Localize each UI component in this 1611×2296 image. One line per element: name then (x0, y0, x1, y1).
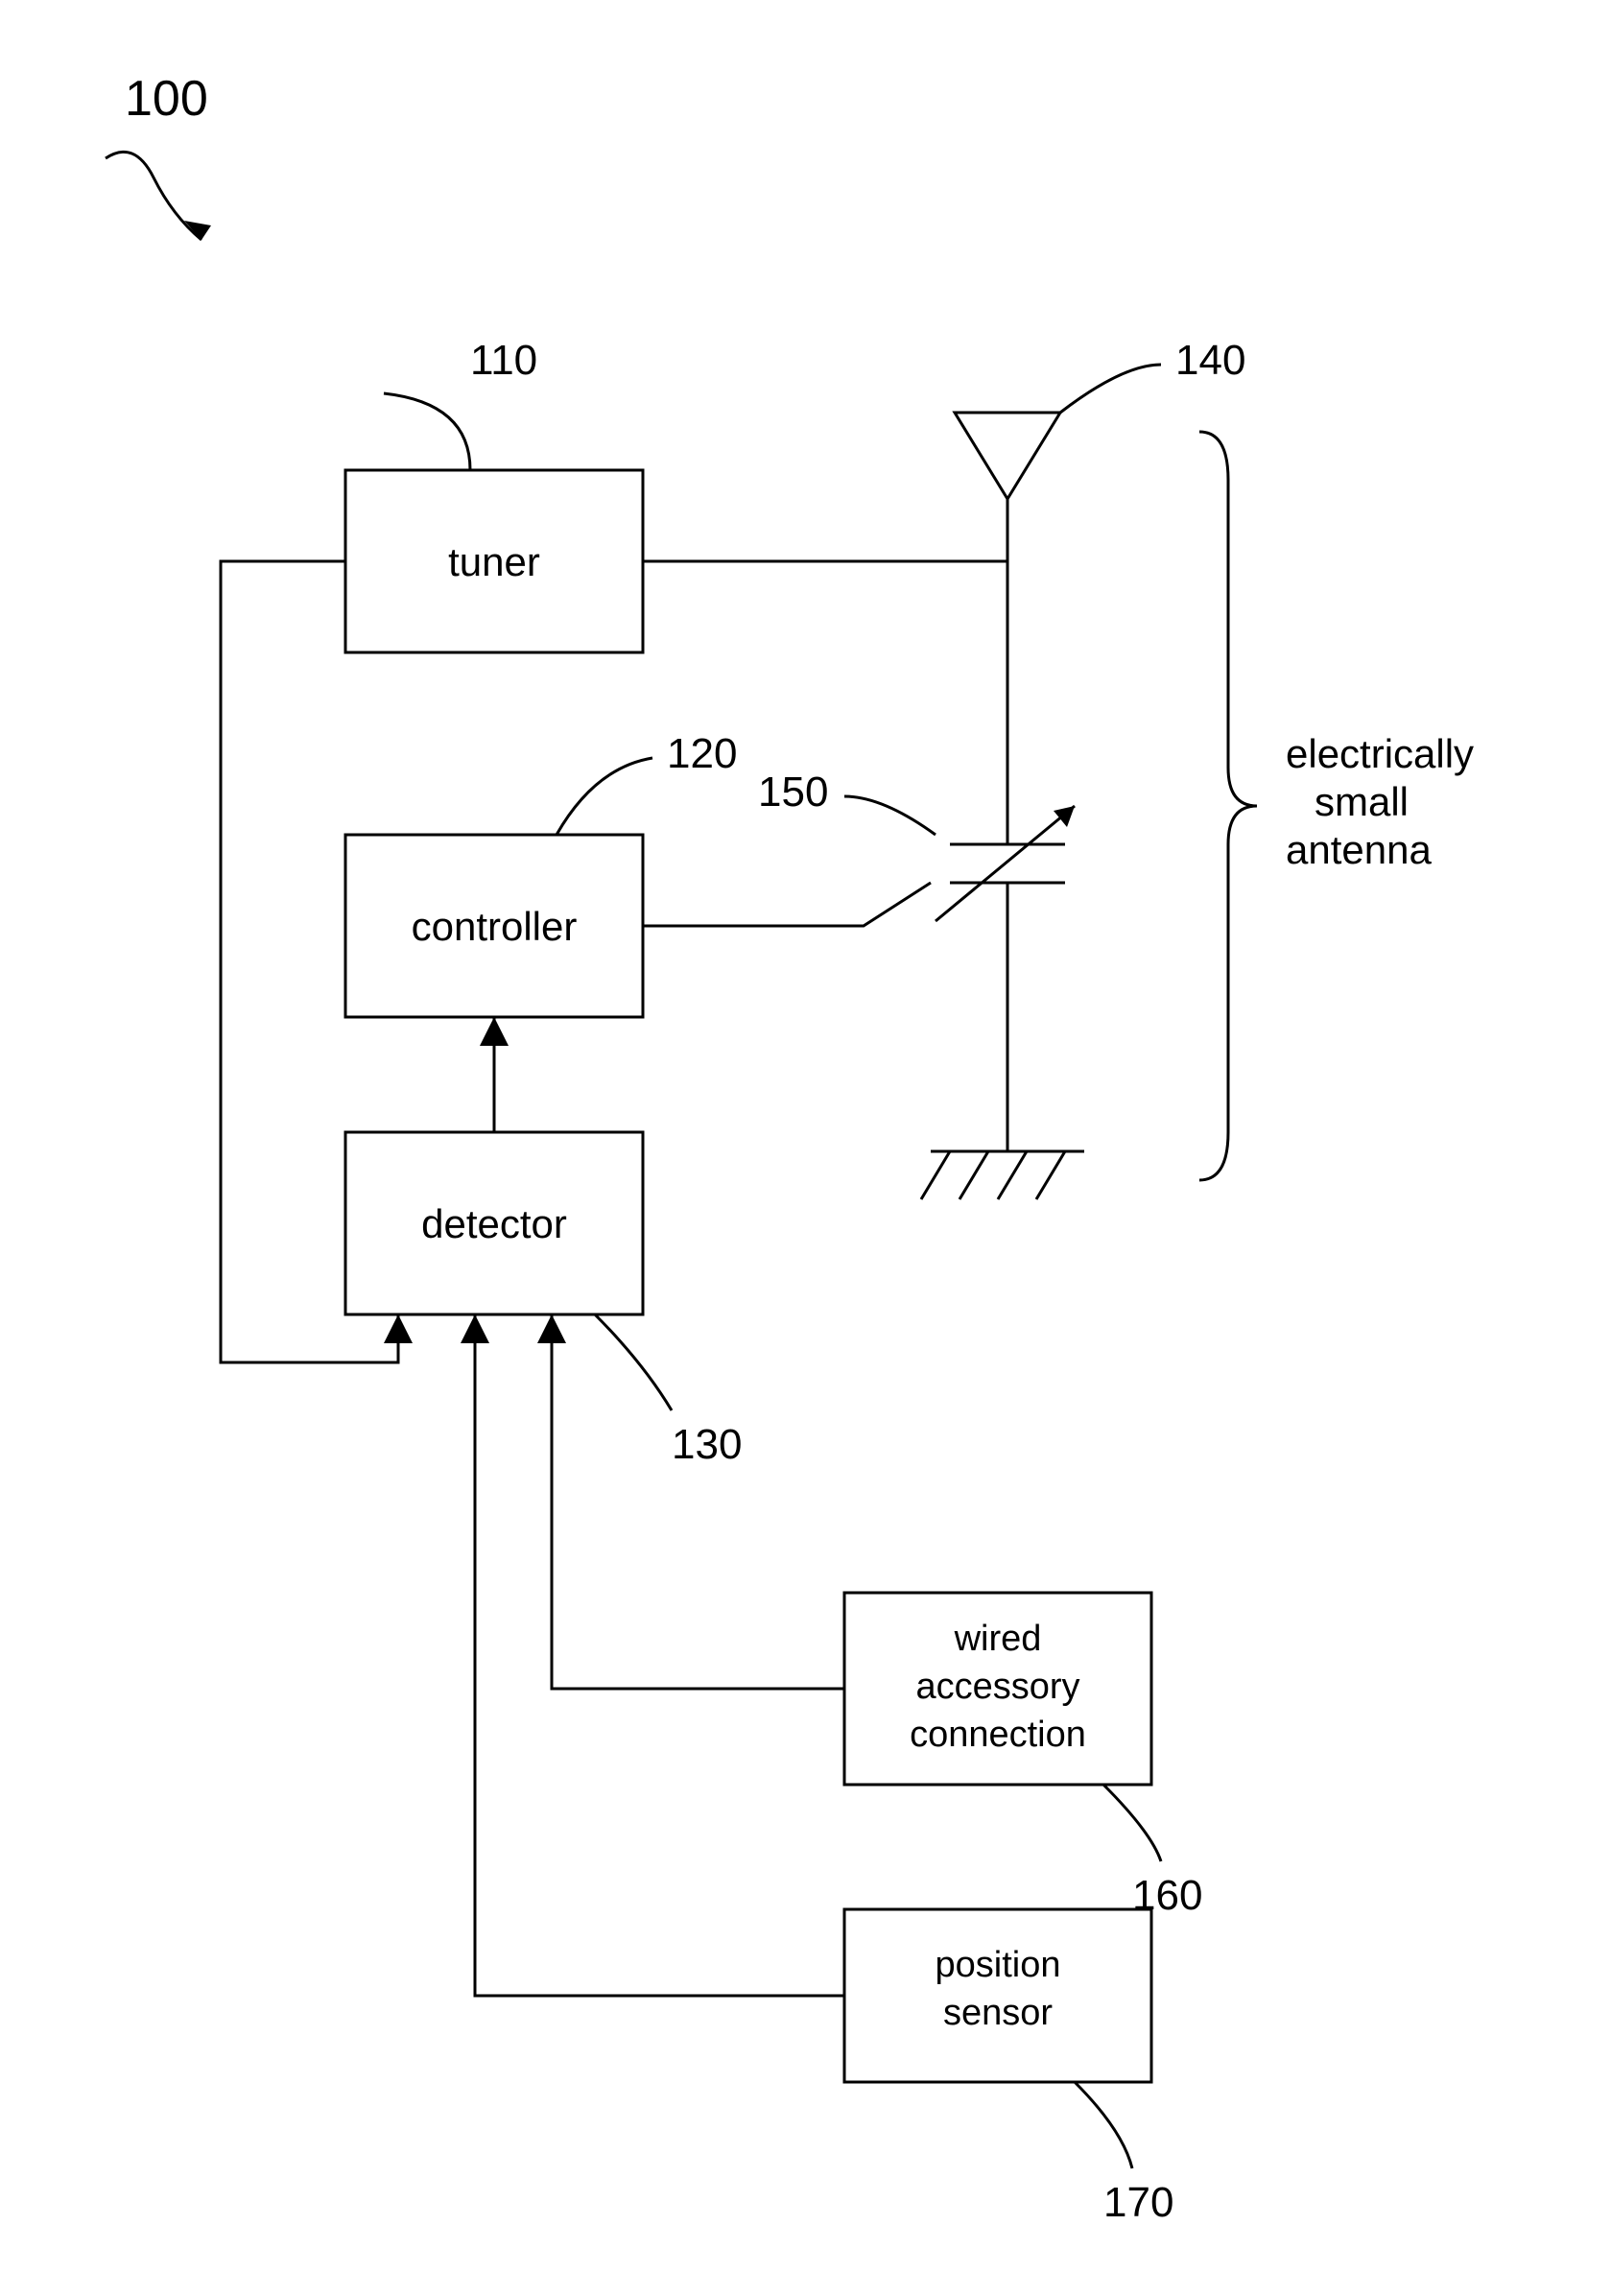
ref-150-label: 150 (758, 769, 828, 816)
brace-icon (1199, 432, 1257, 1180)
antenna-triangle-icon (955, 413, 1060, 499)
conn-accessory-detector (552, 1314, 844, 1689)
sensor-label-1: position (936, 1945, 1061, 1985)
arrow-detector-controller (480, 1017, 509, 1046)
ground-hash-4 (1036, 1151, 1065, 1199)
accessory-label-3: connection (910, 1715, 1086, 1755)
ref-100-label: 100 (125, 71, 208, 127)
antenna-desc-1: electrically (1286, 731, 1474, 776)
conn-sensor-detector (475, 1314, 844, 1996)
ground-hash-2 (959, 1151, 988, 1199)
leader-170 (1075, 2082, 1132, 2168)
leader-140 (1060, 365, 1161, 413)
ref-140-label: 140 (1175, 337, 1245, 384)
ref-170-label: 170 (1103, 2179, 1173, 2226)
arrow-sensor-detector (461, 1314, 489, 1343)
ground-hash-1 (921, 1151, 950, 1199)
ref-130-label: 130 (672, 1421, 742, 1468)
leader-130 (595, 1314, 672, 1410)
antenna-desc-3: antenna (1286, 827, 1432, 872)
leader-120 (557, 758, 652, 835)
controller-label: controller (412, 904, 578, 949)
block-diagram: 100 tuner 110 controller 120 detector 13… (0, 0, 1611, 2296)
detector-label: detector (421, 1201, 567, 1246)
capacitor-arrow-head (1054, 806, 1075, 827)
tuner-label: tuner (448, 539, 540, 584)
accessory-label-1: wired (954, 1619, 1042, 1659)
arrow-tuner-detector (384, 1314, 413, 1343)
ground-hash-3 (998, 1151, 1027, 1199)
capacitor-variable-arrow (936, 806, 1075, 921)
sensor-label-2: sensor (943, 1993, 1053, 2033)
leader-160 (1103, 1785, 1161, 1861)
accessory-label-2: accessory (915, 1667, 1079, 1707)
leader-150 (844, 796, 936, 835)
antenna-desc-2: small (1315, 779, 1409, 824)
arrow-accessory-detector (537, 1314, 566, 1343)
ref-110-label: 110 (470, 337, 537, 384)
ref-120-label: 120 (667, 730, 737, 777)
leader-110 (384, 393, 470, 470)
wavy-arrow-icon (106, 152, 201, 240)
conn-controller-capacitor (643, 883, 931, 926)
